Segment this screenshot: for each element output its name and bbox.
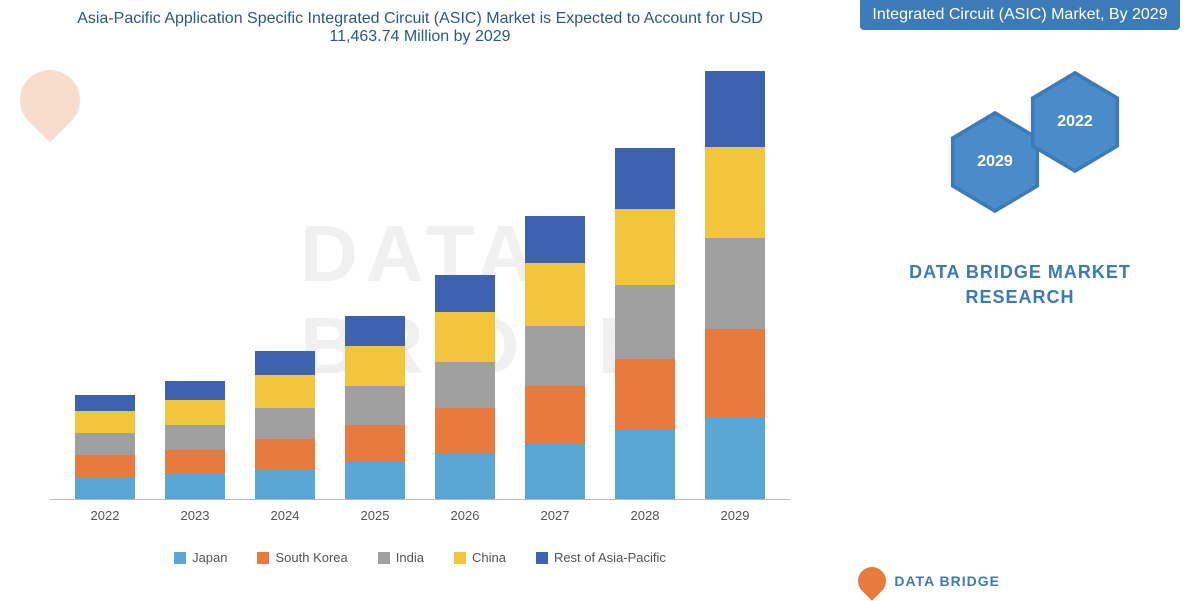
bar-segment <box>255 375 315 408</box>
bar-group <box>525 216 585 499</box>
bar-group <box>435 275 495 499</box>
brand-line-1: DATA BRIDGE MARKET <box>840 260 1200 285</box>
legend-label: China <box>472 550 506 565</box>
bar-group <box>165 381 225 499</box>
bar-segment <box>615 148 675 209</box>
bar-group <box>255 351 315 500</box>
bar-segment <box>345 346 405 386</box>
bar-segment <box>525 216 585 263</box>
bar-segment <box>165 474 225 499</box>
bar-segment <box>255 439 315 469</box>
chart-legend: Japan South Korea India China Rest of Asia-P… <box>50 550 790 565</box>
bar-segment <box>705 147 765 238</box>
legend-label: Japan <box>192 550 227 565</box>
legend-swatch <box>454 552 466 564</box>
bar-segment <box>345 462 405 499</box>
bar-segment <box>165 450 225 475</box>
legend-item: China <box>454 550 506 565</box>
x-axis-label: 2025 <box>361 508 390 523</box>
bar-segment <box>705 238 765 329</box>
legend-item: India <box>378 550 424 565</box>
bar-segment <box>615 359 675 431</box>
bar-group <box>615 148 675 499</box>
bar-segment <box>705 329 765 417</box>
bar-segment <box>75 477 135 499</box>
bar-segment <box>345 386 405 425</box>
bar-group <box>75 395 135 500</box>
bar-segment <box>435 454 495 499</box>
bar-segment <box>435 275 495 312</box>
bar-segment <box>345 316 405 346</box>
chart-plot: 20222023202420252026202720282029 <box>50 60 790 500</box>
brand-logo-icon <box>853 561 893 601</box>
hex-badges: 2029 2022 <box>840 60 1200 240</box>
bar-segment <box>75 411 135 433</box>
bar-group <box>705 71 765 499</box>
bar-segment <box>255 351 315 376</box>
legend-label: Rest of Asia-Pacific <box>554 550 666 565</box>
brand-line-2: RESEARCH <box>840 285 1200 310</box>
x-axis-label: 2024 <box>271 508 300 523</box>
x-axis-label: 2027 <box>541 508 570 523</box>
bar-segment <box>615 209 675 285</box>
legend-item: South Korea <box>257 550 347 565</box>
bar-segment <box>435 408 495 453</box>
bar-segment <box>75 395 135 412</box>
bar-segment <box>525 386 585 444</box>
bar-segment <box>75 433 135 455</box>
bar-segment <box>525 326 585 387</box>
bar-segment <box>165 400 225 425</box>
legend-swatch <box>378 552 390 564</box>
bar-segment <box>345 425 405 462</box>
right-panel: Integrated Circuit (ASIC) Market, By 202… <box>840 0 1200 600</box>
bar-group <box>345 316 405 499</box>
hex-badge-2022: 2022 <box>1030 70 1120 174</box>
bar-segment <box>435 362 495 409</box>
chart-title: Asia-Pacific Application Specific Integr… <box>50 10 790 46</box>
legend-label: South Korea <box>275 550 347 565</box>
x-axis-label: 2022 <box>91 508 120 523</box>
legend-item: Rest of Asia-Pacific <box>536 550 666 565</box>
brand-text: DATA BRIDGE MARKET RESEARCH <box>840 260 1200 310</box>
bar-segment <box>435 312 495 362</box>
bar-segment <box>255 469 315 499</box>
bar-segment <box>165 425 225 450</box>
legend-label: India <box>396 550 424 565</box>
right-panel-title: Integrated Circuit (ASIC) Market, By 202… <box>860 0 1180 30</box>
bar-segment <box>255 408 315 438</box>
bar-segment <box>75 455 135 477</box>
bar-segment <box>525 263 585 326</box>
legend-swatch <box>257 552 269 564</box>
bar-segment <box>615 430 675 499</box>
legend-swatch <box>174 552 186 564</box>
hex-label: 2022 <box>1057 113 1093 131</box>
bar-segment <box>525 444 585 499</box>
x-axis-label: 2023 <box>181 508 210 523</box>
bottom-brand-text: DATA BRIDGE <box>894 573 1000 589</box>
legend-item: Japan <box>174 550 227 565</box>
hex-label: 2029 <box>977 153 1013 171</box>
x-axis-label: 2026 <box>451 508 480 523</box>
x-axis-label: 2029 <box>721 508 750 523</box>
bar-segment <box>705 71 765 147</box>
bar-segment <box>165 381 225 400</box>
legend-swatch <box>536 552 548 564</box>
bottom-brand: DATA BRIDGE <box>858 567 1000 595</box>
hex-badge-2029: 2029 <box>950 110 1040 214</box>
x-axis-label: 2028 <box>631 508 660 523</box>
bar-segment <box>705 417 765 500</box>
bar-segment <box>615 285 675 359</box>
